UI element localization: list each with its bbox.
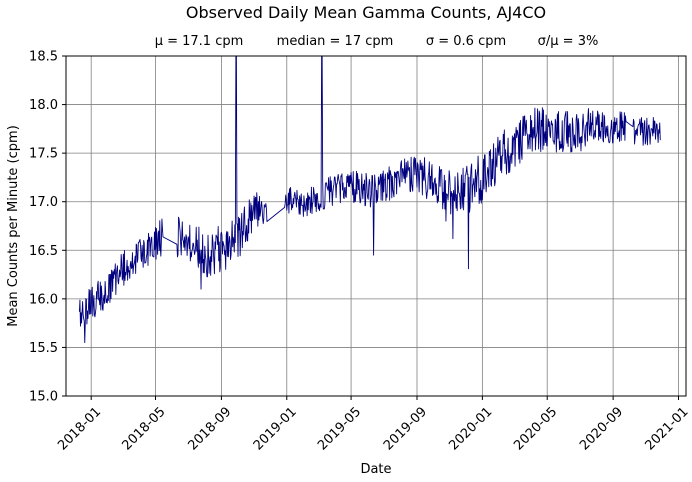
axis-ticks: [62, 55, 679, 400]
y-tick-label: 18.0: [29, 98, 58, 113]
y-axis-label: Mean Counts per Minute (cpm): [6, 125, 21, 327]
x-tick-label: 2018-01: [55, 404, 104, 453]
stat-mean: μ = 17.1 cpm: [155, 34, 244, 49]
x-tick-label: 2018-05: [120, 404, 169, 453]
y-tick-label: 17.0: [29, 195, 58, 210]
x-tick-label: 2020-05: [511, 404, 560, 453]
x-tick-label: 2021-01: [643, 404, 692, 453]
series-line: [78, 56, 661, 344]
x-axis-label: Date: [360, 462, 391, 477]
y-tick-label: 18.5: [29, 50, 58, 65]
x-tick-label: 2019-05: [315, 404, 364, 453]
y-tick-label: 17.5: [29, 147, 58, 162]
x-tick-label: 2020-09: [577, 404, 626, 453]
chart-title: Observed Daily Mean Gamma Counts, AJ4CO: [186, 3, 546, 22]
stat-median: median = 17 cpm: [277, 34, 394, 49]
y-tick-label: 16.5: [29, 244, 58, 259]
plot-frame: [65, 55, 687, 397]
y-tick-label: 15.5: [29, 341, 58, 356]
y-tick-label: 16.0: [29, 292, 58, 307]
stat-ratio: σ/μ = 3%: [538, 34, 599, 49]
x-tick-label: 2020-01: [446, 404, 495, 453]
grid: [66, 55, 686, 397]
data-layer: [78, 56, 661, 344]
x-tick-label: 2019-09: [381, 404, 430, 453]
y-tick-label: 15.0: [29, 390, 58, 405]
x-tick-label: 2018-09: [185, 404, 234, 453]
x-tick-label: 2019-01: [251, 404, 300, 453]
stat-sigma: σ = 0.6 cpm: [426, 34, 506, 49]
